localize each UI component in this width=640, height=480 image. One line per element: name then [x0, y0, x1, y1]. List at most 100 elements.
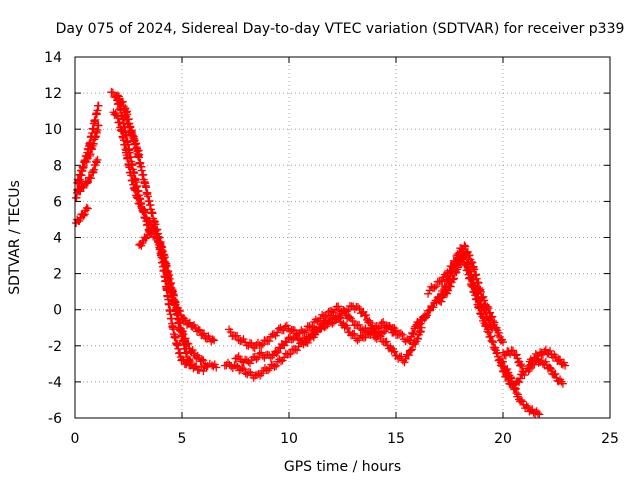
series-arc	[135, 224, 195, 370]
data-point	[390, 327, 399, 336]
data-point	[212, 363, 221, 372]
data-point	[199, 356, 208, 365]
data-point	[118, 97, 127, 106]
data-point	[82, 179, 91, 188]
data-point	[488, 312, 497, 321]
data-point	[483, 302, 492, 311]
data-point	[240, 365, 249, 374]
series-arc	[496, 357, 544, 419]
data-point	[397, 352, 406, 361]
data-point	[94, 121, 103, 130]
data-point	[465, 251, 474, 260]
y-tick-label: 4	[53, 231, 62, 247]
data-point	[362, 310, 371, 319]
data-point	[453, 250, 462, 259]
data-point	[484, 304, 493, 313]
data-point	[449, 275, 458, 284]
data-point	[486, 332, 495, 341]
y-tick-label: 12	[44, 86, 62, 102]
data-point	[547, 365, 556, 374]
data-point	[208, 335, 217, 344]
data-point	[438, 277, 447, 286]
data-point	[423, 311, 432, 320]
data-point	[108, 88, 117, 97]
data-point	[197, 355, 206, 364]
data-point	[374, 324, 383, 333]
data-point	[286, 349, 295, 358]
data-point	[114, 92, 123, 101]
data-point	[316, 325, 325, 334]
data-point	[557, 377, 566, 386]
data-point	[508, 346, 517, 355]
data-point	[513, 390, 522, 399]
data-point	[460, 241, 469, 250]
series-arc	[72, 203, 92, 228]
data-point	[334, 302, 343, 311]
data-point	[175, 307, 184, 316]
data-point	[537, 356, 546, 365]
data-point	[252, 355, 261, 364]
data-point	[179, 355, 188, 364]
data-point	[270, 362, 279, 371]
data-point	[481, 320, 490, 329]
data-point	[317, 324, 326, 333]
data-point	[353, 336, 362, 345]
data-point	[80, 210, 89, 219]
data-point	[328, 319, 337, 328]
data-point	[150, 225, 159, 234]
data-point	[200, 329, 209, 338]
data-point	[247, 339, 256, 348]
data-point	[171, 298, 180, 307]
data-point	[478, 312, 487, 321]
data-point	[273, 328, 282, 337]
data-point	[475, 304, 484, 313]
data-point	[492, 349, 501, 358]
data-point	[561, 361, 570, 370]
data-point	[181, 334, 190, 343]
data-point	[137, 202, 146, 211]
data-point	[348, 316, 357, 325]
data-point	[477, 309, 486, 318]
data-point	[454, 263, 463, 272]
data-point	[503, 365, 512, 374]
data-point	[245, 338, 254, 347]
data-point	[479, 292, 488, 301]
data-point	[199, 367, 208, 376]
data-point	[257, 341, 266, 350]
data-point	[533, 409, 542, 418]
data-point	[489, 338, 498, 347]
data-point	[430, 283, 439, 292]
data-point	[483, 327, 492, 336]
y-tick-label: 2	[53, 267, 62, 283]
data-point	[113, 91, 122, 100]
data-point	[264, 366, 273, 375]
data-point	[272, 361, 281, 370]
data-point	[92, 157, 101, 166]
x-tick-label: 5	[178, 431, 187, 447]
data-point	[379, 328, 388, 337]
data-point	[551, 369, 560, 378]
data-point	[392, 330, 400, 339]
data-point	[82, 203, 91, 212]
data-point	[233, 331, 242, 340]
series-arc	[424, 241, 507, 347]
data-point	[122, 115, 131, 124]
data-point	[180, 314, 189, 323]
data-point	[308, 322, 317, 331]
chart-title: Day 075 of 2024, Sidereal Day-to-day VTE…	[56, 21, 625, 37]
data-point	[372, 334, 381, 343]
data-point	[293, 346, 302, 355]
data-point	[306, 323, 315, 332]
data-point	[232, 361, 241, 370]
data-point	[79, 211, 88, 220]
data-point	[87, 174, 96, 183]
data-point	[494, 328, 503, 337]
data-point	[413, 334, 422, 343]
data-point	[194, 325, 203, 334]
series-arc	[231, 311, 400, 368]
y-axis-label: SDTVAR / TECUs	[7, 180, 23, 295]
data-point	[406, 346, 415, 355]
data-point	[512, 389, 521, 398]
data-point	[343, 323, 352, 332]
data-point	[517, 396, 526, 405]
